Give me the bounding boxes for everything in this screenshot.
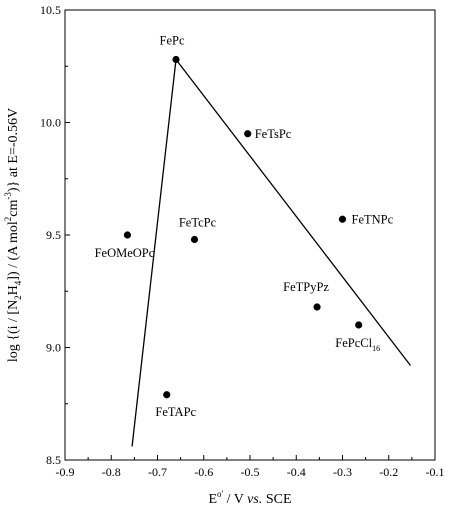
point-label: FeTNPc <box>352 212 394 226</box>
x-axis-title: Eo' / V vs. SCE <box>208 489 291 507</box>
point-label: FeTAPc <box>155 405 196 419</box>
y-axis-title: log {(i / [N2H4]) / (A mol2cm-3)} at E=-… <box>3 108 23 362</box>
x-tick-label: -0.2 <box>379 465 398 479</box>
x-tick-label: -0.7 <box>148 465 167 479</box>
x-tick-label: -0.1 <box>426 465 445 479</box>
point-label: FeTPyPz <box>283 280 329 294</box>
y-tick-label: 9.0 <box>46 341 61 355</box>
x-tick-label: -0.4 <box>287 465 306 479</box>
data-point <box>190 235 199 244</box>
x-tick-label: -0.8 <box>102 465 121 479</box>
point-label: FeTsPc <box>255 127 292 141</box>
x-tick-label: -0.3 <box>333 465 352 479</box>
point-label: FeTcPc <box>179 216 217 230</box>
point-labels: FePc FeTsPc FeTNPc FeTcPc FeOMeOPc FeTPyPz FeP… <box>95 34 394 419</box>
point-label: FeOMeOPc <box>95 246 155 260</box>
data-point <box>244 130 252 138</box>
data-point <box>313 303 321 311</box>
x-axis-ticks: -0.9 -0.8 -0.7 -0.6 -0.5 -0.4 -0.3 -0.2 -0.1 <box>56 455 445 479</box>
data-point <box>172 55 180 64</box>
x-tick-label: -0.6 <box>194 465 213 479</box>
x-tick-label: -0.5 <box>241 465 260 479</box>
data-point <box>338 215 347 223</box>
data-points <box>123 55 363 399</box>
point-label: FePc <box>160 34 185 48</box>
x-tick-label: -0.9 <box>56 465 75 479</box>
data-point <box>355 321 363 329</box>
y-tick-label: 9.5 <box>46 228 61 242</box>
y-axis-ticks: 8.5 9.0 9.5 10.0 10.5 <box>40 3 70 467</box>
point-label: FePcCl16 <box>335 336 380 353</box>
y-tick-label: 10.5 <box>40 3 61 17</box>
trend-line-2 <box>175 59 412 366</box>
y-tick-label: 10.0 <box>40 116 61 130</box>
trend-line-1 <box>131 59 177 447</box>
y-tick-label: 8.5 <box>46 453 61 467</box>
plot-frame <box>64 9 436 461</box>
trend-lines <box>131 59 412 447</box>
data-point <box>163 391 171 399</box>
data-point <box>123 231 132 239</box>
